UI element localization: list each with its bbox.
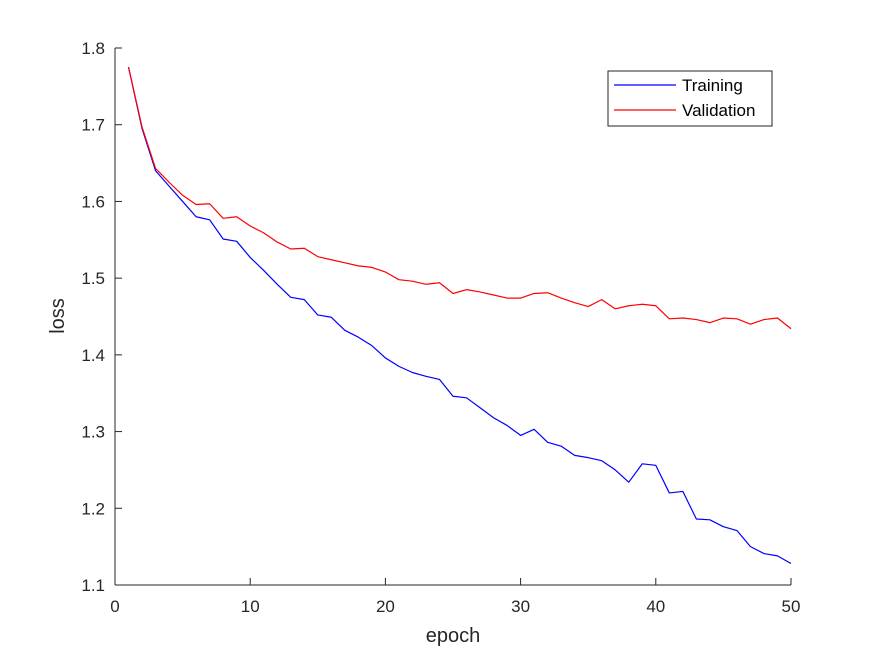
x-tick-label: 0 <box>110 597 119 616</box>
plot-area <box>115 48 791 585</box>
x-tick-label: 10 <box>241 597 260 616</box>
y-tick-label: 1.6 <box>81 192 105 211</box>
x-tick-label: 50 <box>782 597 801 616</box>
y-tick-label: 1.2 <box>81 499 105 518</box>
series-layer <box>127 67 792 565</box>
legend-box <box>607 70 773 127</box>
axes: 0 10 20 30 40 50 1.1 1.2 1.3 1.4 1.5 1.6 1.7 1.8 <box>81 39 800 616</box>
x-tick-label: 40 <box>646 597 665 616</box>
x-tick-label: 20 <box>376 597 395 616</box>
legend-training-label: Training <box>682 76 743 95</box>
y-axis-title: loss <box>47 298 69 334</box>
series-line-validation <box>127 67 792 330</box>
x-tick-label: 30 <box>511 597 530 616</box>
y-tick-label: 1.4 <box>81 346 105 365</box>
y-tick-label: 1.8 <box>81 39 105 58</box>
x-axis-title: epoch <box>426 625 481 647</box>
y-tick-label: 1.1 <box>81 576 105 595</box>
series-line-training <box>127 67 792 565</box>
legend-validation-label: Validation <box>682 101 755 120</box>
legend: Training Validation <box>607 70 773 127</box>
y-tick-label: 1.3 <box>81 423 105 442</box>
y-tick-label: 1.7 <box>81 116 105 135</box>
y-tick-label: 1.5 <box>81 269 105 288</box>
